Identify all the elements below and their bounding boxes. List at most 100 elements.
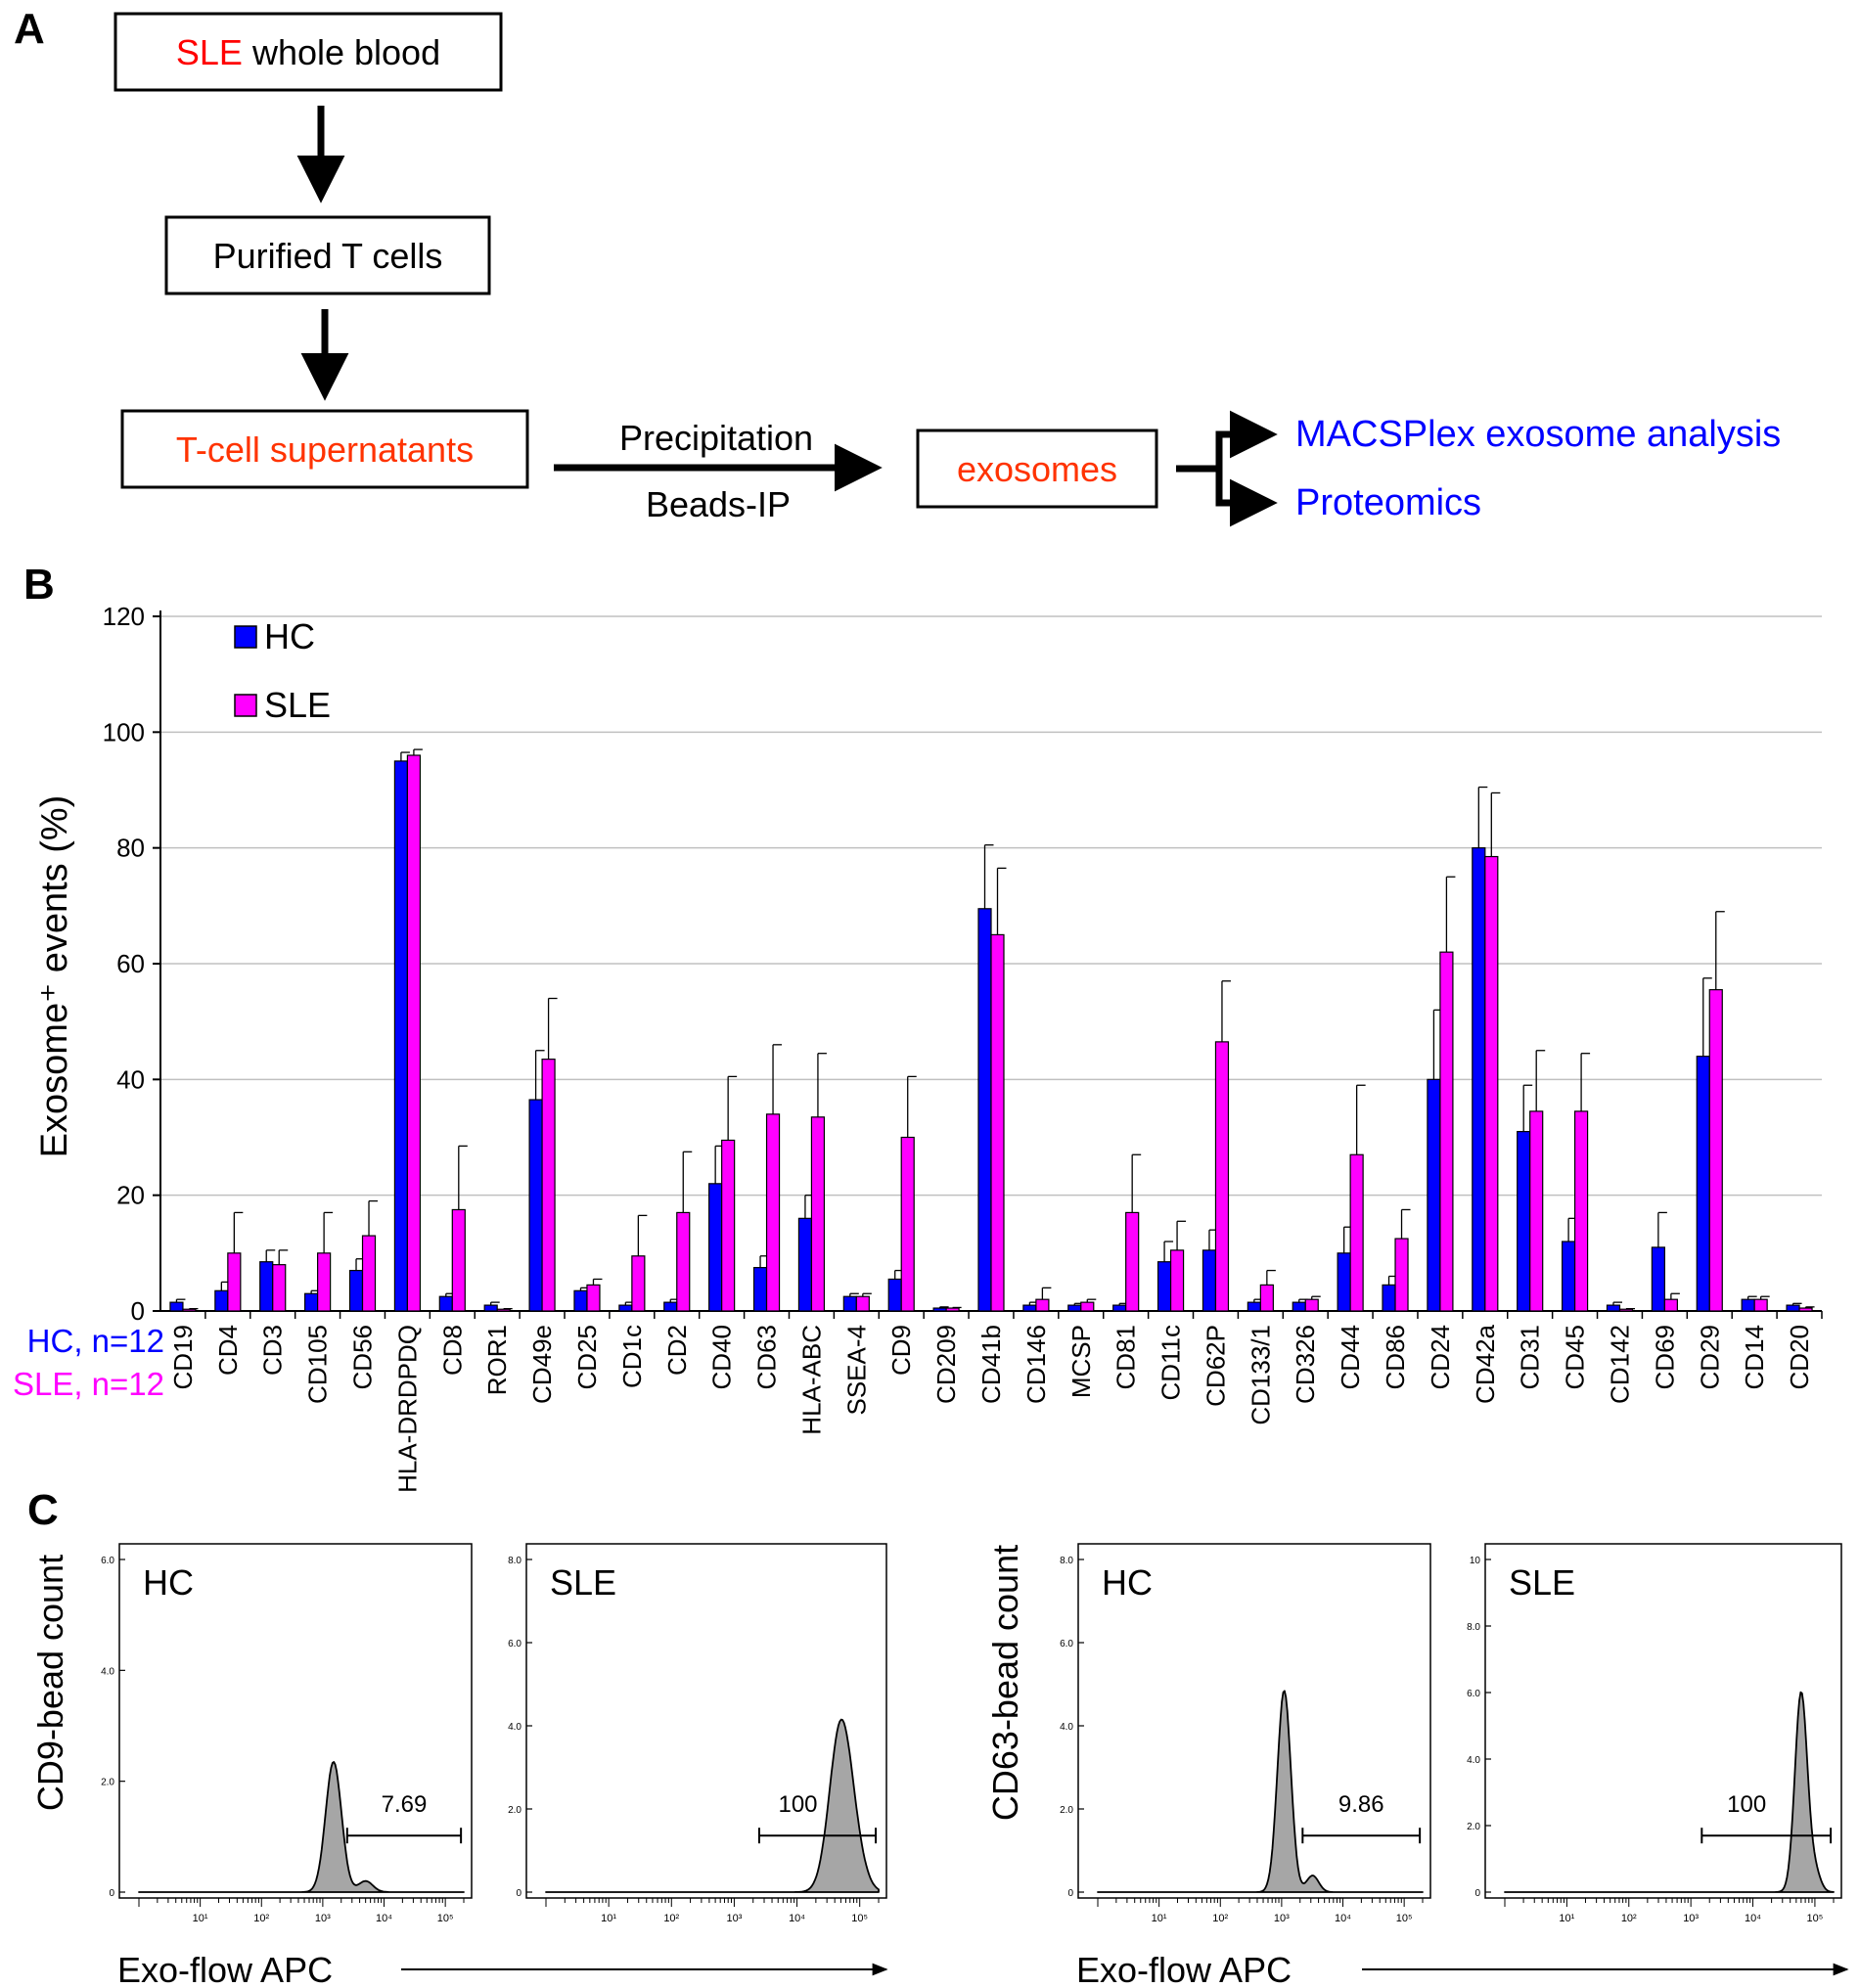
sle-bar [406,754,422,1312]
category-label: CD81 [1111,1325,1141,1389]
sle-bar [586,1284,601,1312]
sle-bar [227,1252,242,1312]
hc-bar [1112,1304,1127,1312]
sle-bar [1349,1153,1364,1312]
precipitation-label: Precipitation [619,418,813,458]
legend-label-hc: HC [264,616,315,656]
histogram-area [1097,1690,1424,1893]
x-tick-label: 10⁵ [1807,1913,1824,1924]
category-label: CD31 [1516,1325,1545,1389]
category-label: CD3 [258,1325,288,1376]
box-exosomes [916,429,1158,509]
category-label: CD25 [572,1325,602,1389]
x-tick-label: 10⁴ [376,1913,392,1924]
branch-arrows [1176,410,1278,527]
hc-bar [932,1307,947,1312]
category-label: CD20 [1785,1325,1814,1389]
category-label: CD40 [707,1325,737,1389]
histogram-area [1504,1691,1835,1893]
panel-a-label: A [14,5,45,53]
hc-bar [169,1301,184,1312]
category-label: CD11c [1156,1325,1186,1401]
hc-bar [887,1278,902,1312]
legend-swatch-sle [234,694,257,717]
sle-bar [496,1308,511,1312]
y-tick-label: 80 [116,834,145,863]
x-tick-label: 10⁴ [1335,1913,1351,1924]
y-tick-label: 8.0 [1467,1622,1480,1633]
category-label: ROR1 [482,1325,512,1395]
category-label: CD142 [1605,1325,1634,1404]
sle-bar [855,1295,870,1312]
category-label: CD133/1 [1246,1325,1275,1425]
y-tick-label: 2.0 [1467,1822,1480,1832]
x-tick-label: 10⁵ [437,1913,454,1924]
panel-b: B 0 20 40 60 80 100 120 CD19 CD4 CD3 CD105 CD56 HLA… [13,561,1823,1493]
x-tick-label: 10³ [1274,1913,1290,1924]
hc-bar [214,1289,229,1312]
sle-bar [541,1059,556,1312]
x-tick-label: 10² [1621,1913,1637,1924]
sle-bar [1125,1211,1140,1312]
histogram-title: SLE [550,1562,616,1603]
category-label: CD8 [437,1325,467,1376]
gate-percentage: 100 [1727,1791,1766,1818]
y-tick-label: 2.0 [101,1778,114,1788]
x-tick-label: 10⁵ [851,1913,868,1924]
hc-bar [1022,1304,1037,1312]
y-tick-label: 2.0 [508,1805,521,1816]
y-tick-label: 0 [1474,1888,1480,1899]
panel-c-label: C [27,1486,59,1534]
sle-bar [1663,1298,1678,1312]
y-tick-label: 4.0 [1060,1722,1073,1733]
hc-bar [1156,1261,1172,1312]
box-sle-whole-blood-text: SLE whole blood [176,32,440,72]
hc-bar [259,1261,274,1312]
hc-n-label: HC, n=12 [27,1323,164,1359]
hc-bar [797,1217,813,1312]
category-label: CD42a [1471,1324,1500,1403]
hc-bar [1472,847,1486,1312]
histogram-cd9-sle: 0 2.0 4.0 6.0 8.0 10¹ 10² 10³ 10⁴ 10⁵ 100 SLE [508,1543,887,1924]
box-sle-whole-blood [113,12,503,92]
sle-bar [1573,1110,1589,1312]
sle-bar [1169,1249,1185,1312]
sle-bar [1035,1298,1050,1312]
y-tick-label: 4.0 [1467,1755,1480,1766]
x-tick-label: 10³ [315,1913,331,1924]
sle-bar [317,1252,332,1312]
category-label: HLA-ABC [796,1325,826,1435]
histogram-frame [1077,1543,1431,1899]
bar-y-axis-label: Exosome⁺ events (%) [34,795,75,1158]
y-tick-label: 8.0 [508,1556,521,1566]
hc-bar [752,1267,768,1312]
category-label: CD2 [662,1325,692,1376]
sle-n-label: SLE, n=12 [13,1366,164,1402]
hc-bar [1696,1056,1710,1312]
hc-bar [393,760,409,1312]
whole-blood-text: whole blood [243,32,440,72]
beads-ip-label: Beads-IP [646,484,791,524]
hc-bar [483,1304,498,1312]
sle-bar [182,1308,197,1312]
y-tick-label: 40 [116,1064,145,1094]
box-purified-t-cells [164,215,491,295]
hc-bar [1292,1301,1306,1312]
category-label: CD29 [1695,1325,1724,1389]
histogram-frame [118,1543,473,1899]
hc-bar [1741,1298,1755,1312]
category-label: MCSP [1066,1325,1096,1398]
panel-b-label: B [23,561,55,609]
category-label: CD69 [1650,1325,1679,1389]
sle-bar [1214,1041,1230,1312]
hc-bar [1786,1304,1800,1312]
hc-bar [1517,1130,1531,1312]
hc-bar [663,1301,678,1312]
sle-bar [1304,1298,1319,1312]
y-tick-label: 0 [109,1888,114,1899]
x-tick-label: 10¹ [601,1913,616,1924]
sle-bar [1080,1301,1095,1312]
sle-bar [1708,989,1723,1312]
category-label: HLA-DRDPDQ [392,1325,422,1493]
